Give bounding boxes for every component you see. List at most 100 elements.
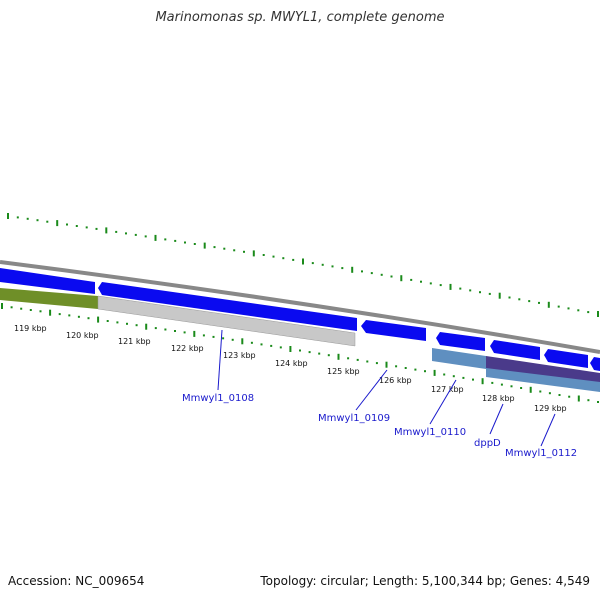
gene-arrow[interactable] [436,332,485,351]
tick-mark [10,306,13,309]
tick-mark [547,301,550,308]
feature-track [0,288,600,392]
tick-mark [116,321,119,324]
tick-mark [318,352,321,355]
tick-mark [193,330,196,337]
kbp-tick-label: 124 kbp [275,359,308,368]
tick-mark [279,346,282,349]
tick-mark [331,265,334,268]
tick-mark [193,243,196,245]
kbp-tick-label: 120 kbp [66,331,99,340]
tick-mark [558,394,561,396]
kbp-tick-label: 122 kbp [171,344,204,353]
tick-mark [292,258,295,261]
feature-steel[interactable] [486,368,600,392]
tick-mark [321,263,324,266]
tick-mark [202,334,205,337]
gene-arrow[interactable] [490,340,540,360]
tick-mark [500,383,503,386]
tick-mark [481,378,484,385]
tick-mark [36,219,39,222]
tick-mark [260,343,263,346]
kbp-scale: 119 kbp 120 kbp 121 kbp 122 kbp 123 kbp … [14,324,567,413]
callout-line [489,403,504,435]
kbp-tick-label: 128 kbp [482,394,515,403]
gene-callouts: Mmwyl1_0108 Mmwyl1_0109 Mmwyl1_0110 dppD… [182,329,577,459]
tick-mark [289,346,292,352]
tick-mark [66,223,68,226]
tick-mark [87,317,90,320]
tick-mark [243,250,245,253]
tick-mark [95,227,98,230]
feature-olive[interactable] [0,288,98,309]
tick-mark [20,307,23,310]
tick-mark [174,239,177,242]
tick-mark [557,305,560,308]
gene-label[interactable]: Mmwyl1_0108 [182,393,254,404]
tick-mark [337,353,340,360]
tick-mark [520,387,523,389]
tick-mark [231,338,234,341]
tick-mark [385,361,388,368]
tick-mark [212,335,215,338]
tick-mark [597,311,599,317]
tick-mark [233,249,236,252]
tick-mark [443,373,446,376]
tick-mark [184,241,186,244]
gene-arrow[interactable] [544,349,588,368]
tick-mark [587,399,590,402]
gene-label[interactable]: dppD [474,438,501,449]
backbone-line [0,260,600,354]
tick-mark [510,385,513,388]
tick-mark [39,310,42,313]
tick-mark [469,289,472,292]
gene-arrow[interactable] [98,282,357,331]
gene-label[interactable]: Mmwyl1_0109 [318,413,390,424]
tick-mark [414,368,417,371]
tick-mark [270,344,273,347]
tick-mark [539,390,542,393]
tick-mark [587,311,590,314]
gene-label[interactable]: Mmwyl1_0110 [394,427,466,438]
tick-mark [144,235,147,238]
kbp-tick-label: 127 kbp [431,385,464,394]
tick-mark [410,278,413,281]
tick-mark [498,292,501,299]
tick-mark [577,309,580,312]
tick-mark [380,273,383,276]
callout-line [217,329,223,391]
feature-steel[interactable] [432,348,486,369]
tick-mark [568,395,571,398]
tick-mark [49,309,52,316]
tick-mark [135,324,138,327]
tick-mark [420,280,422,283]
tick-mark [223,247,226,250]
tick-mark [105,227,108,234]
tick-mark [262,254,265,256]
kbp-tick-label: 121 kbp [118,337,151,346]
tick-mark [56,220,59,227]
outer-tick-track [7,213,599,317]
tick-mark [213,246,216,249]
feature-grey[interactable] [97,295,356,347]
kbp-tick-label: 125 kbp [327,367,360,376]
tick-mark [488,292,491,295]
gene-arrow[interactable] [361,320,426,341]
tick-mark [429,282,432,285]
kbp-tick-label: 123 kbp [223,351,256,360]
tick-mark [356,358,359,361]
tick-mark [145,323,148,330]
tick-mark [375,362,378,365]
tick-mark [241,338,244,345]
kbp-tick-label: 119 kbp [14,324,47,333]
tick-mark [452,375,455,378]
gene-arrow[interactable] [590,357,600,371]
tick-mark [433,369,436,376]
gene-arrow[interactable] [0,268,95,294]
tick-mark [597,401,599,403]
tick-mark [97,316,100,323]
gene-label[interactable]: Mmwyl1_0112 [505,448,577,459]
tick-mark [424,370,426,373]
tick-mark [404,367,407,369]
